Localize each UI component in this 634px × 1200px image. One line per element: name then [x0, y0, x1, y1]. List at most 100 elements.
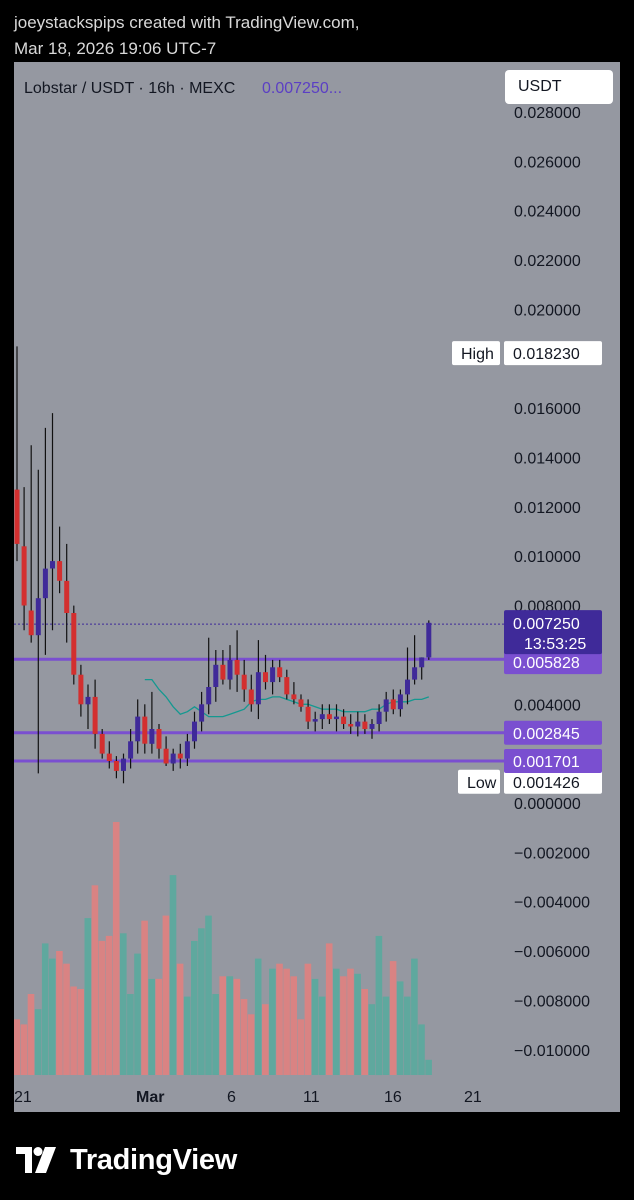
volume-bars [14, 822, 432, 1076]
volume-bar [247, 1014, 255, 1075]
low-label-tag-bg [458, 769, 500, 794]
volume-bar [262, 1004, 269, 1075]
price-axis-label: 0.000000 [514, 796, 581, 813]
volume-bar [49, 958, 56, 1075]
high-label-tag-bg [452, 341, 500, 366]
candle-body [227, 659, 233, 680]
candle-body [341, 716, 347, 724]
chart-caption-date: Mar 18, 2026 19:06 UTC-7 [14, 39, 217, 58]
volume-bar [183, 996, 191, 1075]
price-tags: High 0.018230 Low 0.001426 0.005828 0.002845 0… [452, 341, 602, 794]
candlesticks [14, 346, 432, 784]
volume-bar [120, 933, 127, 1075]
volume-bar [240, 999, 248, 1075]
countdown-text: 13:53:25 [524, 636, 586, 653]
volume-bar [219, 976, 226, 1075]
candle-body [142, 716, 148, 744]
volume-bar [226, 976, 234, 1075]
volume-bar [176, 963, 184, 1075]
legend-price: 0.007250... [262, 80, 342, 97]
volume-bar [98, 940, 106, 1075]
candle-body [390, 699, 396, 710]
low-label-tag-text: Low [467, 775, 497, 792]
time-axis-label: Mar [136, 1089, 164, 1106]
volume-bar [34, 1009, 42, 1075]
volume-bar [290, 976, 297, 1075]
price-axis-label: 0.012000 [514, 500, 581, 517]
chart-caption-author: joeystackspips created with TradingView.… [14, 13, 360, 32]
volume-bar [205, 915, 212, 1075]
volume-bar [233, 978, 241, 1075]
candle-body [362, 721, 368, 729]
level-tag-text: 0.005828 [513, 655, 580, 672]
candle-body [135, 716, 141, 742]
candle-body [35, 598, 41, 636]
candle-body [284, 677, 290, 695]
low-value-tag-text: 0.001426 [513, 775, 580, 792]
volume-bar [212, 994, 219, 1075]
level-tag: 0.005828 [504, 650, 602, 675]
symbol-legend[interactable]: Lobstar / USDT · 16h · MEXC [24, 80, 235, 97]
current-price-tag-bg [504, 610, 602, 655]
volume-bar [404, 996, 411, 1075]
current-price-tag: 0.007250 13:53:25 [504, 610, 602, 655]
candle-body [170, 753, 176, 764]
time-axis-label: 11 [303, 1089, 320, 1106]
volume-bar [340, 976, 347, 1075]
tradingview-logo-icon [16, 1147, 56, 1173]
candle-body [426, 622, 432, 658]
volume-bar [77, 989, 84, 1075]
candle-body [192, 721, 197, 742]
currency-button[interactable]: USDT [505, 70, 613, 104]
volume-bar [389, 961, 397, 1075]
time-axis-label: 21 [464, 1089, 482, 1106]
time-axis[interactable]: 21 Mar 6 11 16 21 [14, 1089, 482, 1106]
price-axis-label: 0.028000 [514, 105, 581, 122]
candle-body [305, 706, 311, 722]
volume-bar [375, 935, 383, 1076]
candle-body [121, 758, 126, 771]
volume-bar [254, 958, 262, 1075]
candle-body [106, 753, 112, 761]
volume-bar [14, 1019, 21, 1075]
volume-bar [148, 978, 155, 1075]
price-axis[interactable]: 0.028000 0.026000 0.024000 0.022000 0.020000… [514, 105, 590, 1060]
candle-body [334, 716, 339, 720]
volume-bar [318, 996, 326, 1075]
volume-bar [155, 978, 163, 1075]
candle-body [263, 672, 268, 683]
candle-body [149, 729, 155, 744]
volume-bar [169, 875, 177, 1075]
volume-bar [70, 986, 77, 1075]
candle-body [14, 489, 20, 544]
candle-body [156, 729, 162, 749]
candle-body [312, 719, 318, 722]
volume-bar [56, 951, 63, 1075]
volume-bar [127, 994, 134, 1075]
volume-bar [112, 822, 120, 1075]
price-chart[interactable]: 0.028000 0.026000 0.024000 0.022000 0.020000… [14, 62, 620, 1112]
candle-body [369, 724, 375, 729]
level-tag-bg [504, 720, 602, 745]
volume-bar [134, 953, 141, 1075]
volume-bar [325, 943, 333, 1075]
candle-body [397, 694, 403, 710]
candle-body [28, 610, 34, 636]
price-axis-label: −0.004000 [514, 895, 590, 912]
volume-bar [333, 968, 340, 1075]
candle-body [291, 694, 297, 700]
candle-body [220, 664, 226, 680]
volume-bar [304, 963, 312, 1075]
volume-bar [276, 963, 283, 1075]
volume-bar [63, 963, 70, 1075]
candle-body [71, 613, 77, 675]
volume-bar [198, 928, 205, 1075]
low-value-tag-bg [504, 769, 602, 794]
price-axis-label: −0.010000 [514, 1043, 590, 1060]
candle-body [57, 561, 63, 581]
volume-bar [368, 1004, 376, 1075]
candle-body [92, 696, 98, 734]
volume-bar [283, 968, 290, 1075]
candle-body [113, 761, 119, 771]
tradingview-footer: TradingView [16, 1140, 237, 1180]
